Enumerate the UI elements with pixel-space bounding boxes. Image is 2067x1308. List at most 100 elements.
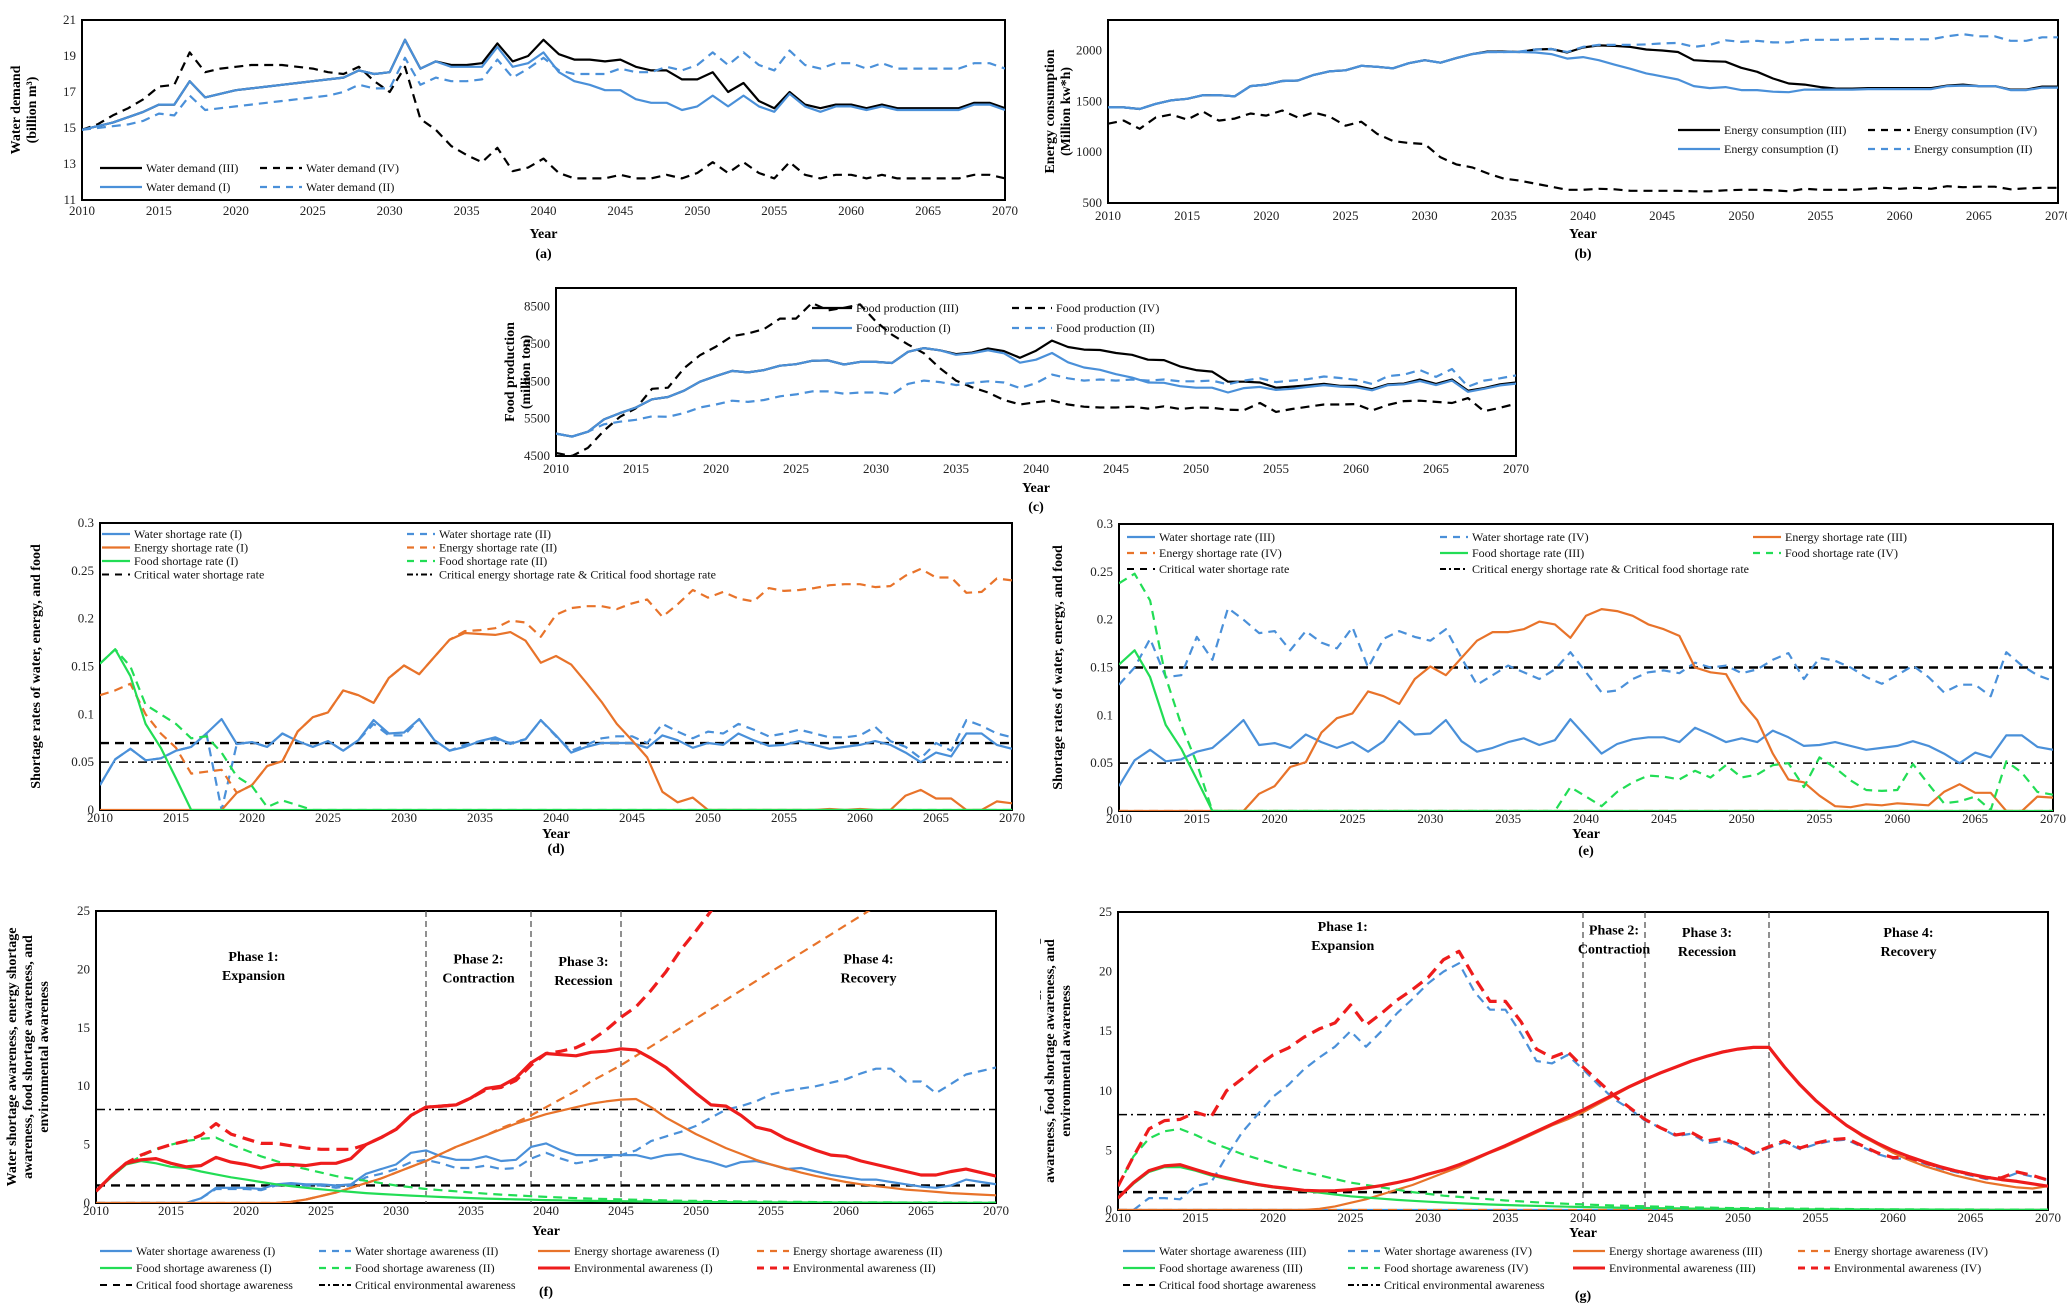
x-tick-label: 2045 [1651,811,1677,826]
legend: Water shortage awareness (I) Water shorta… [100,1244,942,1292]
legend: Energy consumption (III) Energy consumpti… [1678,123,2037,156]
y-tick-label: 2000 [1076,43,1102,58]
x-tick-label: 2030 [377,203,403,218]
x-tick-label: 2030 [1412,208,1438,223]
legend: Water shortage rate (III) Water shortage … [1127,530,1907,576]
y-tick-label: 0.3 [1097,516,1113,531]
legend-label: Food shortage rate (IV) [1785,546,1898,560]
x-tick-label: 2045 [1649,208,1675,223]
panel-caption: (b) [1574,247,1591,262]
y-tick-label: 15 [77,1020,90,1035]
legend-label: Food shortage rate (III) [1472,546,1584,560]
y-tick-label: 6500 [524,373,550,388]
x-tick-label: 2030 [1415,1210,1441,1225]
phase-label-line: Recovery [1881,945,1937,960]
phase-label-line: Expansion [1311,939,1374,954]
y-tick-label: 0.1 [1097,707,1113,722]
legend-label: Food production (II) [1056,321,1155,335]
x-tick-label: 2065 [1958,1210,1984,1225]
phase-label-line: Phase 1: [228,950,278,965]
legend-label: Food production (III) [856,301,959,315]
legend-label: Water shortage rate (II) [439,527,551,541]
y-axis-title-line: Energy consumption [1043,49,1058,173]
x-tick-label: 2065 [923,810,949,825]
y-tick-label: 500 [1083,195,1103,210]
x-tick-label: 2050 [1728,208,1754,223]
x-tick-label: 2070 [2045,208,2067,223]
y-tick-label: 0.1 [78,706,94,721]
phase-label-line: Recession [1678,945,1737,960]
x-tick-label: 2070 [992,203,1018,218]
legend-label: Food shortage awareness (IV) [1384,1261,1528,1275]
y-axis-title: Energy consumption(Million kw*h) [1043,49,1074,173]
x-tick-label: 2040 [1570,1210,1596,1225]
legend-label: Critical water shortage rate [1159,562,1289,576]
y-tick-label: 7500 [524,336,550,351]
legend-label: Energy shortage awareness (II) [793,1244,942,1258]
x-tick-label: 2065 [915,203,941,218]
x-tick-label: 2070 [2040,811,2066,826]
y-axis-title: Water shortage awareness, energy shortag… [5,928,52,1187]
x-tick-label: 2065 [1423,461,1449,476]
chart-e-shortage-rates-III-IV: 0 0.05 0.1 0.15 0.2 0.25 0.3 2010 2015 2020 2025 20… [1051,516,2066,859]
x-tick-label: 2025 [1338,1210,1364,1225]
x-tick-label: 2060 [1887,208,1913,223]
legend-label: Food shortage rate (II) [439,554,547,568]
legend-label: Water shortage awareness (I) [136,1244,275,1258]
y-axis-title: Water shortage awareness, energy shortag… [1040,932,1074,1191]
x-tick-label: 2030 [383,1203,409,1218]
y-tick-label: 0.3 [78,515,94,530]
x-tick-label: 2040 [543,810,569,825]
x-tick-label: 2035 [1491,208,1517,223]
x-tick-label: 2025 [783,461,809,476]
y-axis-title: Shortage rates of water, energy, and foo… [29,544,44,789]
y-tick-label: 20 [77,961,90,976]
x-tick-label: 2020 [223,203,249,218]
legend-label: Critical water shortage rate [134,568,264,582]
x-axis-title: Year [1022,481,1050,496]
phase-label-line: Expansion [222,969,285,984]
y-tick-label: 5 [1106,1142,1113,1157]
x-tick-label: 2015 [623,461,649,476]
x-tick-label: 2050 [1183,461,1209,476]
x-tick-label: 2045 [1648,1210,1674,1225]
x-tick-label: 2020 [239,810,265,825]
legend-label: Energy shortage awareness (I) [574,1244,719,1258]
x-tick-label: 2040 [1023,461,1049,476]
x-tick-label: 2025 [308,1203,334,1218]
x-tick-label: 2055 [1263,461,1289,476]
x-axis-title: Year [1572,827,1600,842]
legend-label: Food shortage awareness (II) [355,1261,495,1275]
x-tick-label: 2035 [1495,811,1521,826]
y-tick-label: 0 [1106,1202,1113,1217]
legend-label: Food production (IV) [1056,301,1159,315]
legend: Water demand (III) Water demand (IV) Water… [100,161,399,194]
legend-label: Energy consumption (IV) [1914,123,2037,137]
plot-layer [556,301,1516,456]
legend-label: Energy shortage rate (IV) [1159,546,1282,560]
y-tick-label: 10 [1099,1083,1112,1098]
y-axis-title-line: Shortage rates of water, energy, and foo… [1051,545,1066,790]
legend: Water shortage rate (I) Water shortage ra… [102,527,716,582]
plot-area [1107,19,2059,204]
x-tick-label: 2015 [1174,208,1200,223]
y-tick-label: 0 [84,1195,91,1210]
x-tick-label: 2065 [908,1203,934,1218]
plot-area [95,910,997,1204]
x-tick-label: 2050 [684,203,710,218]
y-axis-title-line: awareness, food shortage awareness, and [21,935,36,1179]
y-tick-label: 0.05 [71,754,94,769]
x-tick-label: 2045 [1103,461,1129,476]
legend-label: Food shortage awareness (I) [136,1261,272,1275]
x-tick-label: 2040 [1573,811,1599,826]
y-tick-label: 13 [63,156,76,171]
phase-label: Phase 4: Recovery [841,953,897,987]
phase-label: Phase 2: Contraction [1578,924,1651,958]
x-tick-label: 2060 [847,810,873,825]
x-tick-label: 2055 [761,203,787,218]
plot-layer [82,38,1005,180]
y-tick-label: 0.15 [1090,660,1113,675]
legend-label: Food shortage rate (I) [134,554,238,568]
phase-label-line: Contraction [1578,943,1651,958]
x-tick-label: 2025 [315,810,341,825]
